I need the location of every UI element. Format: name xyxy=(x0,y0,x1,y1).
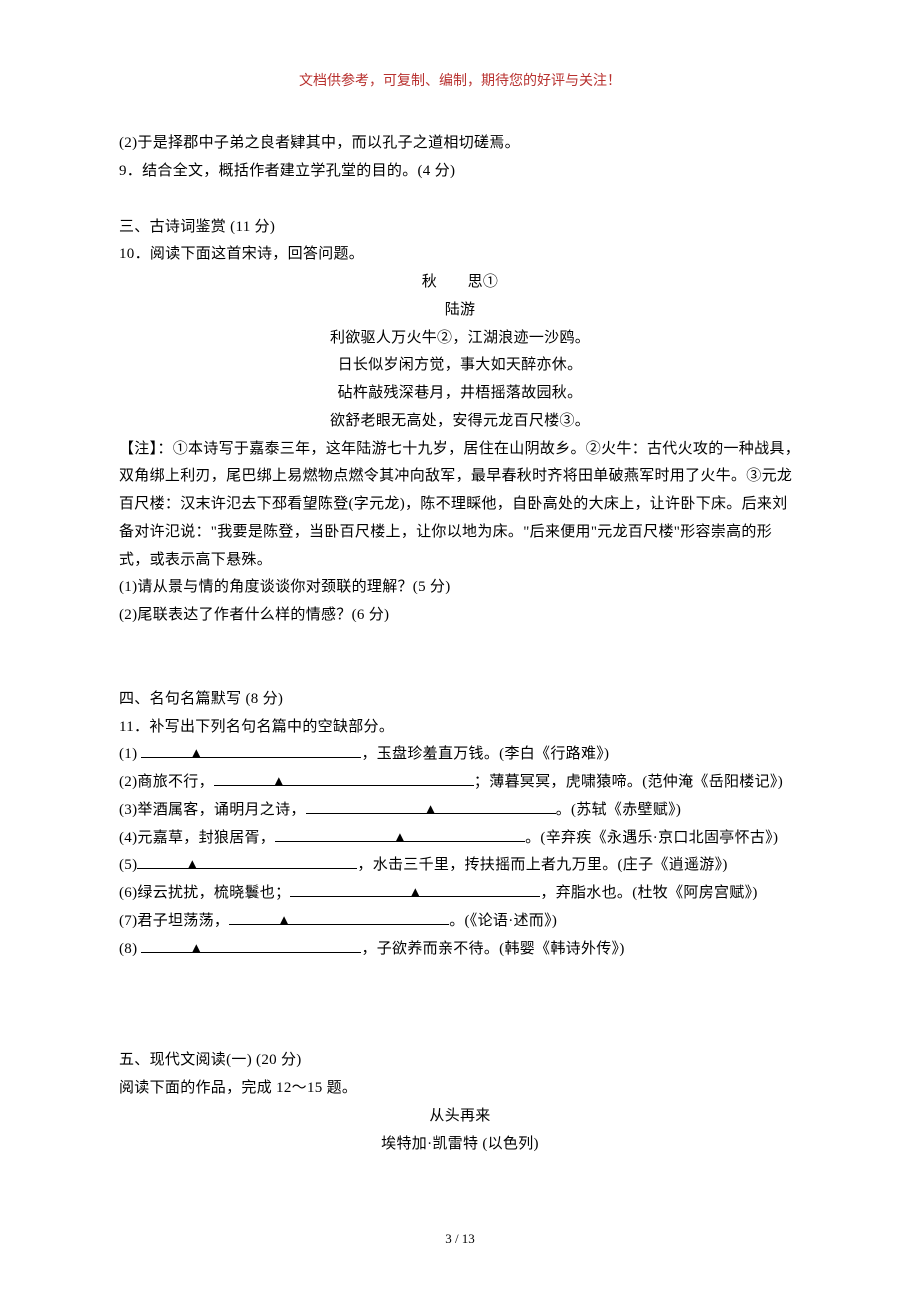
q11-1-num: (1) xyxy=(119,746,141,762)
fill-blank[interactable]: ▲ xyxy=(214,771,344,786)
q11-4-tail: 。(辛弃疾《永遇乐·京口北固亭怀古》) xyxy=(525,830,778,846)
section5-intro: 阅读下面的作品，完成 12～15 题。 xyxy=(119,1075,801,1103)
fill-blank[interactable] xyxy=(290,882,400,897)
fill-blank[interactable]: ▲ xyxy=(400,882,430,897)
triangle-icon: ▲ xyxy=(423,797,438,825)
q11-6: (6)绿云扰扰，梳晓鬟也； ▲ ，弃脂水也。(杜牧《阿房宫赋》) xyxy=(119,880,801,908)
q11-8-tail: ，子欲养而亲不待。(韩婴《韩诗外传》) xyxy=(361,941,624,957)
q11-4-head: (4)元嘉草，封狼居胥， xyxy=(119,830,275,846)
q11-5: (5)▲，水击三千里，抟扶摇而上者九万里。(庄子《逍遥游》) xyxy=(119,852,801,880)
poem-author: 陆游 xyxy=(119,297,801,325)
poem-line-1: 利欲驱人万火牛②，江湖浪迹一沙鸥。 xyxy=(119,325,801,353)
fill-blank[interactable]: ▲ xyxy=(137,854,247,869)
q11-2-tail: ；薄暮冥冥，虎啸猿啼。(范仲淹《岳阳楼记》) xyxy=(474,774,783,790)
fill-blank[interactable]: ▲ xyxy=(229,910,339,925)
q11-1-tail: ，玉盘珍羞直万钱。(李白《行路难》) xyxy=(361,746,609,762)
q11-3-tail: 。(苏轼《赤壁赋》) xyxy=(556,802,682,818)
q9-text: 9．结合全文，概括作者建立学孔堂的目的。(4 分) xyxy=(119,158,801,186)
section5-title: 五、现代文阅读(一) (20 分) xyxy=(119,1047,801,1075)
fill-blank[interactable] xyxy=(306,799,416,814)
q11-7-tail: 。(《论语·述而》) xyxy=(449,913,557,929)
page-number: 3 / 13 xyxy=(0,1231,920,1247)
fill-blank[interactable] xyxy=(247,854,357,869)
q11-7: (7)君子坦荡荡，▲。(《论语·述而》) xyxy=(119,908,801,936)
q10-intro: 10．阅读下面这首宋诗，回答问题。 xyxy=(119,241,801,269)
triangle-icon: ▲ xyxy=(277,908,292,936)
q10-1: (1)请从景与情的角度谈谈你对颈联的理解？(5 分) xyxy=(119,574,801,602)
poem-note: 【注】：①本诗写于嘉泰三年，这年陆游七十九岁，居住在山阴故乡。②火牛：古代火攻的… xyxy=(119,436,801,575)
triangle-icon: ▲ xyxy=(189,936,204,964)
q10-2: (2)尾联表达了作者什么样的情感？(6 分) xyxy=(119,602,801,630)
section4-title: 四、名句名篇默写 (8 分) xyxy=(119,686,801,714)
fill-blank[interactable]: ▲ xyxy=(416,799,446,814)
section3-title: 三、古诗词鉴赏 (11 分) xyxy=(119,214,801,242)
poem-line-4: 欲舒老眼无高处，安得元龙百尺楼③。 xyxy=(119,408,801,436)
triangle-icon: ▲ xyxy=(185,852,200,880)
q8-2-text: (2)于是择郡中子弟之良者肄其中，而以孔子之道相切磋焉。 xyxy=(119,130,801,158)
q11-6-head: (6)绿云扰扰，梳晓鬟也； xyxy=(119,885,290,901)
fill-blank[interactable] xyxy=(415,827,525,842)
fill-blank[interactable] xyxy=(339,910,449,925)
q11-5-tail: ，水击三千里，抟扶摇而上者九万里。(庄子《逍遥游》) xyxy=(357,857,727,873)
poem-line-2: 日长似岁闲方觉，事大如天醉亦休。 xyxy=(119,352,801,380)
q11-3: (3)举酒属客，诵明月之诗， ▲ 。(苏轼《赤壁赋》) xyxy=(119,797,801,825)
q11-8: (8) ▲ ，子欲养而亲不待。(韩婴《韩诗外传》) xyxy=(119,936,801,964)
q11-6-tail: ，弃脂水也。(杜牧《阿房宫赋》) xyxy=(540,885,757,901)
q11-2-head: (2)商旅不行， xyxy=(119,774,214,790)
story-title: 从头再来 xyxy=(119,1103,801,1131)
q11-3-head: (3)举酒属客，诵明月之诗， xyxy=(119,802,306,818)
q11-5-num: (5) xyxy=(119,857,137,873)
fill-blank[interactable] xyxy=(430,882,540,897)
fill-blank[interactable] xyxy=(251,743,361,758)
q11-8-num: (8) xyxy=(119,941,141,957)
fill-blank[interactable] xyxy=(251,938,361,953)
fill-blank[interactable]: ▲ xyxy=(141,938,251,953)
story-author: 埃特加·凯雷特 (以色列) xyxy=(119,1131,801,1159)
q11-1: (1) ▲ ，玉盘珍羞直万钱。(李白《行路难》) xyxy=(119,741,801,769)
triangle-icon: ▲ xyxy=(393,825,408,853)
fill-blank[interactable] xyxy=(344,771,474,786)
fill-blank[interactable] xyxy=(275,827,385,842)
triangle-icon: ▲ xyxy=(271,769,286,797)
q11-4: (4)元嘉草，封狼居胥， ▲ 。(辛弃疾《永遇乐·京口北固亭怀古》) xyxy=(119,825,801,853)
q11-intro: 11．补写出下列名句名篇中的空缺部分。 xyxy=(119,714,801,742)
triangle-icon: ▲ xyxy=(408,880,423,908)
fill-blank[interactable]: ▲ xyxy=(385,827,415,842)
fill-blank[interactable] xyxy=(446,799,556,814)
poem-title: 秋 思① xyxy=(119,269,801,297)
poem-line-3: 砧杵敲残深巷月，井梧摇落故园秋。 xyxy=(119,380,801,408)
header-note: 文档供参考，可复制、编制，期待您的好评与关注！ xyxy=(119,70,801,90)
q11-2: (2)商旅不行，▲；薄暮冥冥，虎啸猿啼。(范仲淹《岳阳楼记》) xyxy=(119,769,801,797)
triangle-icon: ▲ xyxy=(189,741,204,769)
fill-blank[interactable]: ▲ xyxy=(141,743,251,758)
q11-7-head: (7)君子坦荡荡， xyxy=(119,913,229,929)
